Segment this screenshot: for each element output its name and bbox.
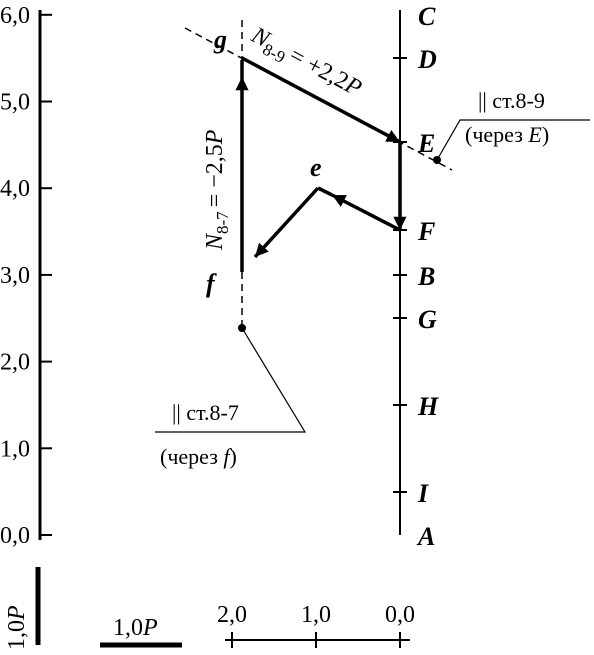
value: 1,0 [4,620,30,650]
note: || ст.8-7 [172,400,239,425]
tick-label: 6,0 [0,3,30,29]
index: 8-7 [213,211,232,234]
tick-label: 2,0 [217,602,247,628]
point-label: C [418,2,436,31]
line-8-9 [184,27,453,171]
point-label: H [417,392,439,421]
node-label: f [206,269,217,298]
point-label: B [417,262,435,291]
tick-label: 5,0 [0,90,30,116]
note-text: (через [465,122,528,147]
unit: P [202,129,228,145]
value: = −2,5 [202,144,228,207]
dot [238,324,246,332]
note-point: E [527,122,542,147]
point-label: A [416,522,435,551]
arrow-stem [317,186,333,197]
tick-label: 2,0 [0,350,30,376]
tick-label: 0,0 [385,602,415,628]
point-label: E [417,129,435,158]
tick-label: 4,0 [0,176,30,202]
point-label: D [417,45,437,74]
arrow [331,193,401,232]
dot [433,156,441,164]
force-label: N8-7 = −2,5P [202,129,232,251]
tick-label: 1,0 [301,602,331,628]
node-label: e [310,153,322,182]
note: || ст.8-9 [478,88,545,113]
arrow [241,56,401,144]
unit: P [142,615,158,641]
note: (через f) [160,444,237,469]
arrow [253,186,320,259]
note-text: (через [160,444,223,469]
tick-label: 0,0 [0,523,30,549]
node-label: g [213,25,227,54]
force-polygon [235,56,407,272]
symbol: N [202,232,228,251]
tick-label: 1,0 [0,436,30,462]
scale-label: 1,0P [4,605,30,650]
point-label: I [417,479,429,508]
note-text: ) [230,444,237,469]
note: (через E) [465,122,549,147]
tick-label: 3,0 [0,263,30,289]
leaders [155,119,590,433]
point-label: F [417,217,435,246]
point-label: G [418,305,437,334]
note-point: f [223,444,232,469]
unit: P [4,605,30,621]
note-text: ) [542,122,549,147]
scale-label: 1,0P [113,615,158,641]
value: 1,0 [113,615,143,641]
